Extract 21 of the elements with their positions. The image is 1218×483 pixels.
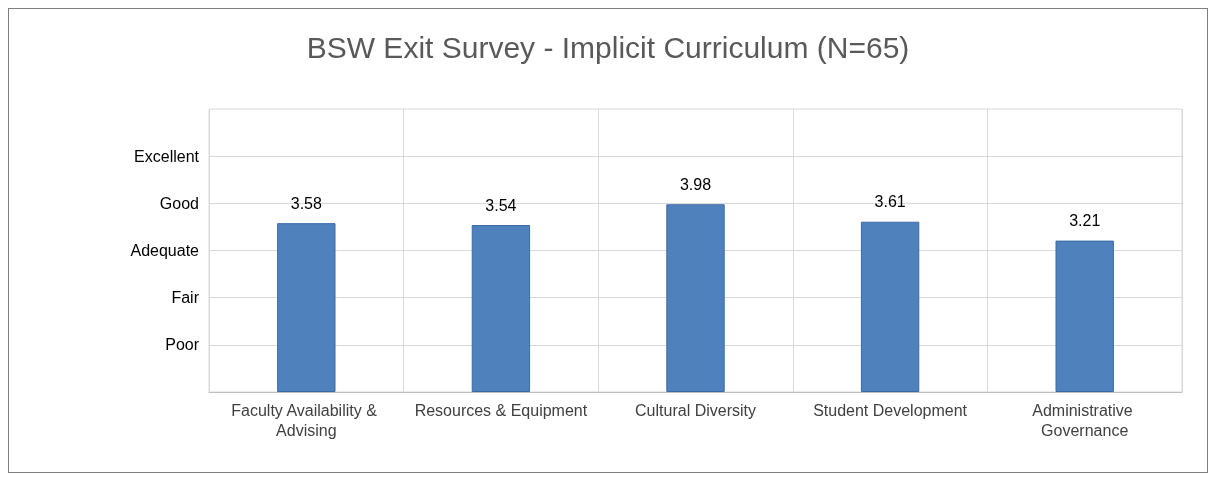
ref-line-label: Adequate: [130, 242, 200, 259]
x-tick-label: Resources & Equipment: [414, 401, 588, 419]
data-label: 3.98: [679, 175, 712, 193]
x-tick-label: Student Development: [813, 401, 968, 419]
data-label: 3.21: [1069, 212, 1101, 230]
chart-title: BSW Exit Survey - Implicit Curriculum (N=65): [306, 30, 910, 64]
ref-line-label: Good: [159, 194, 199, 212]
data-label: 3.58: [290, 194, 322, 212]
bar: [1055, 240, 1114, 392]
data-label: 3.54: [485, 196, 517, 214]
ref-line-label: Poor: [165, 336, 200, 354]
x-tick-label: Cultural Diversity: [635, 401, 756, 419]
data-label: 3.61: [874, 193, 906, 211]
ref-line-label: Fair: [171, 289, 200, 307]
bar: [666, 204, 725, 392]
x-tick-label: Administrative Governance: [1032, 401, 1138, 439]
ref-line-label: Excellent: [134, 147, 200, 165]
bar: [471, 225, 531, 392]
x-tick-label: Faculty Availability & Advising: [231, 401, 382, 439]
bar: [277, 223, 336, 392]
bar: [860, 221, 920, 392]
